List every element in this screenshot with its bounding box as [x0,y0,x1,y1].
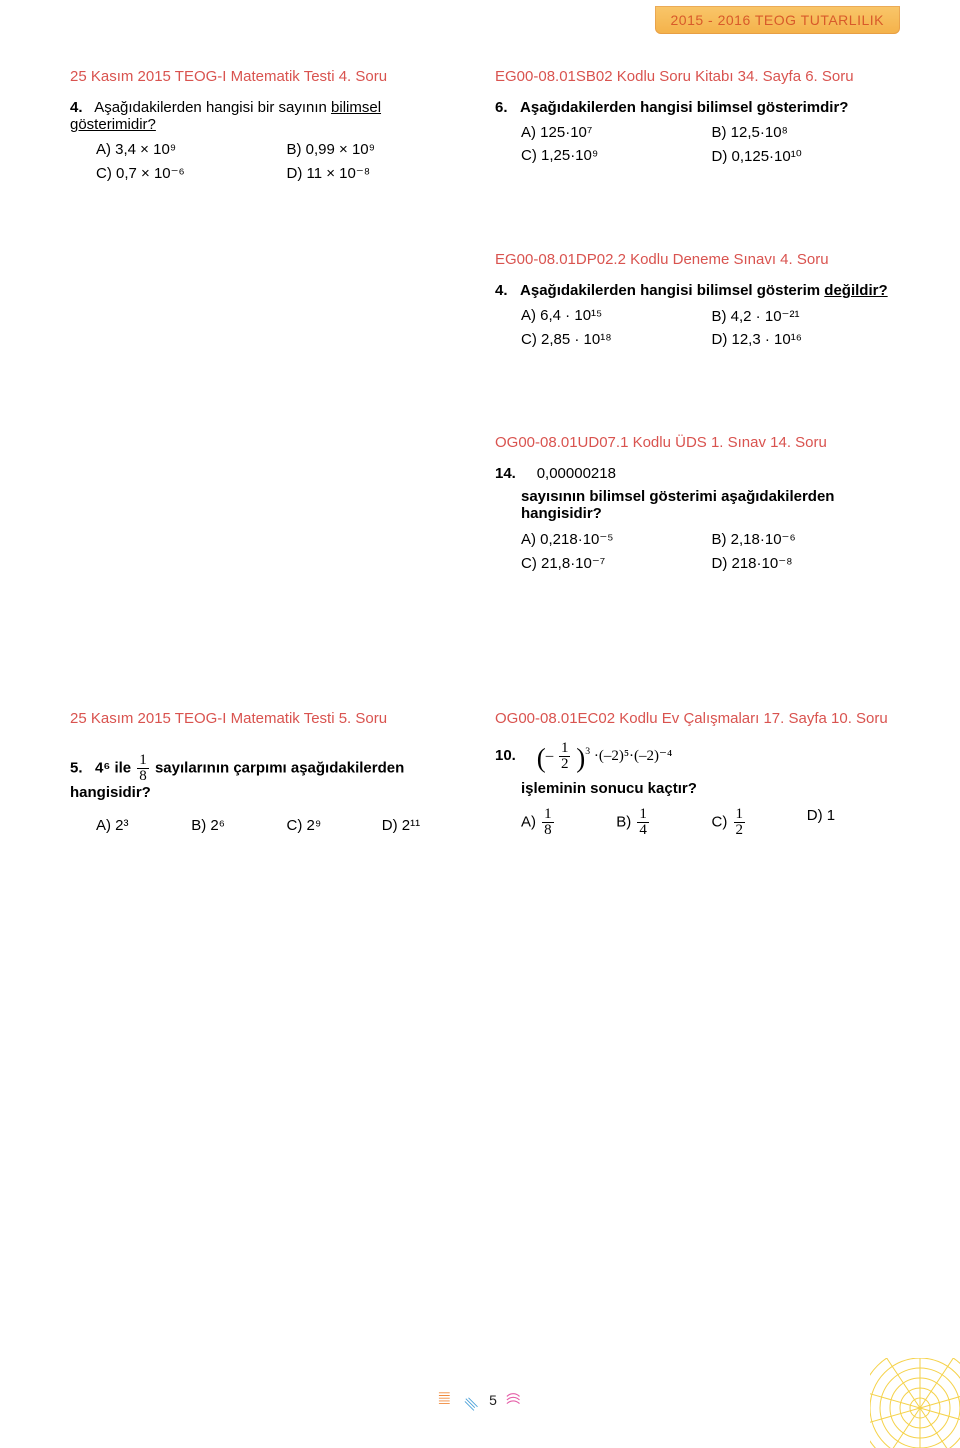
opt-rightud-a: A) 0,218·10⁻⁵ [521,530,700,548]
options-left-5: A) 2³ B) 2⁶ C) 2⁹ D) 2¹¹ [70,817,465,834]
qtext-right-dp-ul: değildir? [824,282,887,299]
title-right-ec: OG00-08.01EC02 Kodlu Ev Çalışmaları 17. … [495,710,890,727]
opt-rightdp-b: B) 4,2 · 10⁻²¹ [712,307,891,325]
deco-pink-icon [505,1391,523,1409]
qtext-right-ud: sayısının bilimsel gösterimi aşağıdakile… [495,488,890,522]
qtext-right-6: Aşağıdakilerden hangisi bilimsel gösteri… [520,99,848,116]
worksheet-page: 2015 - 2016 TEOG TUTARLILIK 25 Kasım 201… [0,0,960,1448]
opt-ec-a-pre: A) [521,813,540,830]
opt-ec-c: C) 12 [712,807,795,838]
opt-right6-a: A) 125·10⁷ [521,124,700,141]
page-number: 5 [489,1392,497,1408]
opt-right6-d: D) 0,125·10¹⁰ [712,147,891,165]
question-right-ud: 14. 0,00000218 sayısının bilimsel göster… [495,465,890,572]
title-right-dp: EG00-08.01DP02.2 Kodlu Deneme Sınavı 4. … [495,251,890,268]
title-left-q5: 25 Kasım 2015 TEOG-I Matematik Testi 5. … [70,710,465,727]
right-column-top: EG00-08.01SB02 Kodlu Soru Kitabı 34. Say… [495,68,890,620]
frac-left-5-d: 8 [137,769,149,784]
qtext-right-ec: işleminin sonucu kaçtır? [495,780,890,797]
question-left-q5: 5. 4⁶ ile 1 8 sayılarının çarpımı aşağıd… [70,753,465,834]
question-left-q4: 4. Aşağıdakilerden hangisi bir sayının b… [70,99,465,182]
block-right-dp: EG00-08.01DP02.2 Kodlu Deneme Sınavı 4. … [495,251,890,348]
opt-ec-b-n: 1 [637,807,649,823]
opt-ec-c-n: 1 [734,807,746,823]
opt-rightud-c: C) 21,8·10⁻⁷ [521,554,700,572]
qnum-right-dp: 4. [495,282,508,299]
options-left-4: A) 3,4 × 10⁹ B) 0,99 × 10⁹ C) 0,7 × 10⁻⁶… [70,141,465,182]
sunburst-icon [870,1358,960,1448]
opt-ec-b-pre: B) [616,813,635,830]
opt-ec-c-d: 2 [734,823,746,838]
opt-left5-d: D) 2¹¹ [382,817,465,834]
opt-left4-c: C) 0,7 × 10⁻⁶ [96,164,275,182]
opt-rightud-b: B) 2,18·10⁻⁶ [712,530,891,548]
opt-ec-b-d: 4 [637,823,649,838]
question-right-q6: 6. Aşağıdakilerden hangisi bilimsel göst… [495,99,890,165]
qnum-right-6: 6. [495,99,508,116]
qtext-left-5-pre: 4⁶ ile [95,759,135,776]
ec-exp1: 3 [585,746,590,757]
opt-ec-a: A) 18 [521,807,604,838]
top-columns: 25 Kasım 2015 TEOG-I Matematik Testi 4. … [70,68,890,620]
qnum-right-ud: 14. [495,465,516,482]
ec-frac-d: 2 [559,757,571,772]
options-right-dp: A) 6,4 · 10¹⁵ B) 4,2 · 10⁻²¹ C) 2,85 · 1… [495,307,890,348]
opt-rightdp-c: C) 2,85 · 10¹⁸ [521,331,700,348]
lead-right-ud: 0,00000218 [537,465,616,482]
question-right-ec: 10. (– 1 2 )3 ·(–2)⁵·(–2)⁻⁴ işleminin so… [495,741,890,838]
options-right-ud: A) 0,218·10⁻⁵ B) 2,18·10⁻⁶ C) 21,8·10⁻⁷ … [495,530,890,572]
deco-blue-icon [463,1396,481,1414]
ec-tail: ·(–2)⁵·(–2)⁻⁴ [594,748,672,764]
options-right-ec: A) 18 B) 14 C) 12 D) 1 [495,807,890,838]
left-column-bottom: 25 Kasım 2015 TEOG-I Matematik Testi 5. … [70,710,465,862]
question-right-dp: 4. Aşağıdakilerden hangisi bilimsel göst… [495,282,890,348]
ec-frac-n: 1 [559,741,571,757]
opt-rightdp-a: A) 6,4 · 10¹⁵ [521,307,700,325]
block-right-q6: EG00-08.01SB02 Kodlu Soru Kitabı 34. Say… [495,68,890,165]
opt-left4-b: B) 0,99 × 10⁹ [287,141,466,158]
expr-right-ec: (– 1 2 )3 ·(–2)⁵·(–2)⁻⁴ [537,748,672,764]
right-column-bottom: OG00-08.01EC02 Kodlu Ev Çalışmaları 17. … [495,710,890,862]
opt-left5-c: C) 2⁹ [287,817,370,834]
opt-right6-c: C) 1,25·10⁹ [521,147,700,165]
opt-right6-b: B) 12,5·10⁸ [712,124,891,141]
qnum-right-ec: 10. [495,747,516,764]
title-left-q4: 25 Kasım 2015 TEOG-I Matematik Testi 4. … [70,68,465,85]
opt-rightdp-d: D) 12,3 · 10¹⁶ [712,331,891,348]
qtext-left-4-pre: Aşağıdakilerden hangisi bir sayının [94,99,331,116]
opt-left5-b: B) 2⁶ [191,817,274,834]
frac-left-5: 1 8 [137,753,149,784]
title-right-ud: OG00-08.01UD07.1 Kodlu ÜDS 1. Sınav 14. … [495,434,890,451]
opt-left4-a: A) 3,4 × 10⁹ [96,141,275,158]
opt-left4-d: D) 11 × 10⁻⁸ [287,164,466,182]
frac-left-5-n: 1 [137,753,149,769]
header-banner: 2015 - 2016 TEOG TUTARLILIK [655,6,901,34]
opt-left5-a: A) 2³ [96,817,179,834]
opt-ec-c-pre: C) [712,813,732,830]
opt-rightud-d: D) 218·10⁻⁸ [712,554,891,572]
block-left-q4: 25 Kasım 2015 TEOG-I Matematik Testi 4. … [70,68,465,182]
qnum-left-5: 5. [70,759,83,776]
opt-ec-a-n: 1 [542,807,554,823]
qnum-left-4: 4. [70,99,83,116]
qtext-right-dp-pre: Aşağıdakilerden hangisi bilimsel gösteri… [520,282,824,299]
opt-ec-a-d: 8 [542,823,554,838]
title-right-q6: EG00-08.01SB02 Kodlu Soru Kitabı 34. Say… [495,68,890,85]
left-column-top: 25 Kasım 2015 TEOG-I Matematik Testi 4. … [70,68,465,620]
opt-ec-b: B) 14 [616,807,699,838]
opt-ec-d: D) 1 [807,807,890,838]
deco-orange-icon [437,1391,455,1409]
block-right-ud: OG00-08.01UD07.1 Kodlu ÜDS 1. Sınav 14. … [495,434,890,572]
bottom-columns: 25 Kasım 2015 TEOG-I Matematik Testi 5. … [70,710,890,862]
page-number-wrap: 5 [437,1386,523,1414]
options-right-6: A) 125·10⁷ B) 12,5·10⁸ C) 1,25·10⁹ D) 0,… [495,124,890,165]
